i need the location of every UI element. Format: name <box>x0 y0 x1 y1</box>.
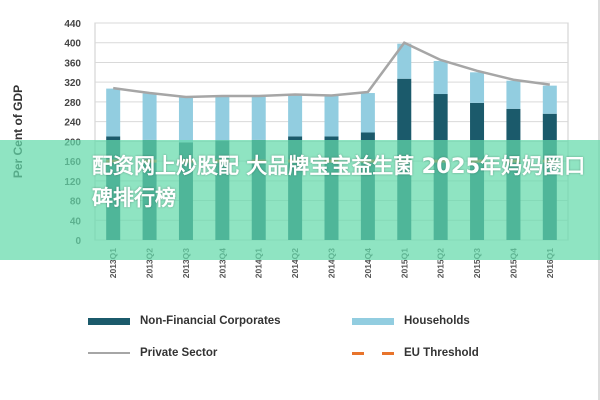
x-tick-label: 2014Q1 <box>254 248 264 279</box>
overlay-text: 配资网上炒股配 大品牌宝宝益生菌 2025年妈妈圈口碑排行榜 <box>92 154 586 210</box>
x-tick-label: 2013Q3 <box>181 248 191 279</box>
legend-swatch <box>88 352 130 354</box>
y-tick-label: 400 <box>64 39 81 50</box>
bar-households <box>106 88 121 137</box>
bar-households <box>324 95 339 137</box>
bar-households <box>506 80 521 109</box>
legend-swatch <box>352 317 394 325</box>
bar-households <box>397 43 412 79</box>
legend-label: Non-Financial Corporates <box>140 315 281 327</box>
y-tick-label: 440 <box>64 19 81 30</box>
legend-label: Private Sector <box>140 347 218 359</box>
x-tick-label: 2013Q4 <box>217 248 227 279</box>
bar-households <box>251 95 266 140</box>
y-tick-label: 320 <box>64 78 81 89</box>
x-tick-label: 2013Q1 <box>108 248 118 279</box>
bar-households <box>288 95 303 137</box>
bar-households <box>470 72 485 103</box>
x-tick-label: 2016Q1 <box>545 248 555 279</box>
legend-item-eu: EU Threshold <box>352 347 479 359</box>
overlay-banner: 配资网上炒股配 大品牌宝宝益生菌 2025年妈妈圈口碑排行榜 <box>0 140 600 260</box>
legend-item-private: Private Sector <box>88 347 217 359</box>
legend-item-nfc: Non-Financial Corporates <box>88 315 281 327</box>
legend-swatch <box>352 351 394 355</box>
legend-swatch <box>88 317 130 325</box>
x-tick-label: 2015Q2 <box>436 248 446 279</box>
x-tick-label: 2015Q3 <box>472 248 482 279</box>
x-tick-label: 2015Q1 <box>399 248 409 279</box>
x-tick-label: 2014Q2 <box>290 248 300 279</box>
bar-households <box>215 96 230 141</box>
y-tick-label: 360 <box>64 58 81 69</box>
bar-households <box>542 85 557 114</box>
legend-label: EU Threshold <box>404 347 479 359</box>
legend-item-households: Households <box>352 315 470 327</box>
bar-households <box>360 93 375 133</box>
bar-households <box>178 96 193 143</box>
bar-households <box>142 93 157 140</box>
private-sector-line <box>113 41 550 99</box>
legend-label: Households <box>404 315 470 327</box>
y-tick-label: 280 <box>64 98 81 109</box>
x-tick-label: 2014Q3 <box>327 248 337 279</box>
bar-households <box>433 60 448 95</box>
x-tick-label: 2014Q4 <box>363 248 373 279</box>
y-tick-label: 240 <box>64 118 81 129</box>
x-tick-label: 2013Q2 <box>145 248 155 279</box>
x-tick-label: 2015Q4 <box>508 248 518 279</box>
